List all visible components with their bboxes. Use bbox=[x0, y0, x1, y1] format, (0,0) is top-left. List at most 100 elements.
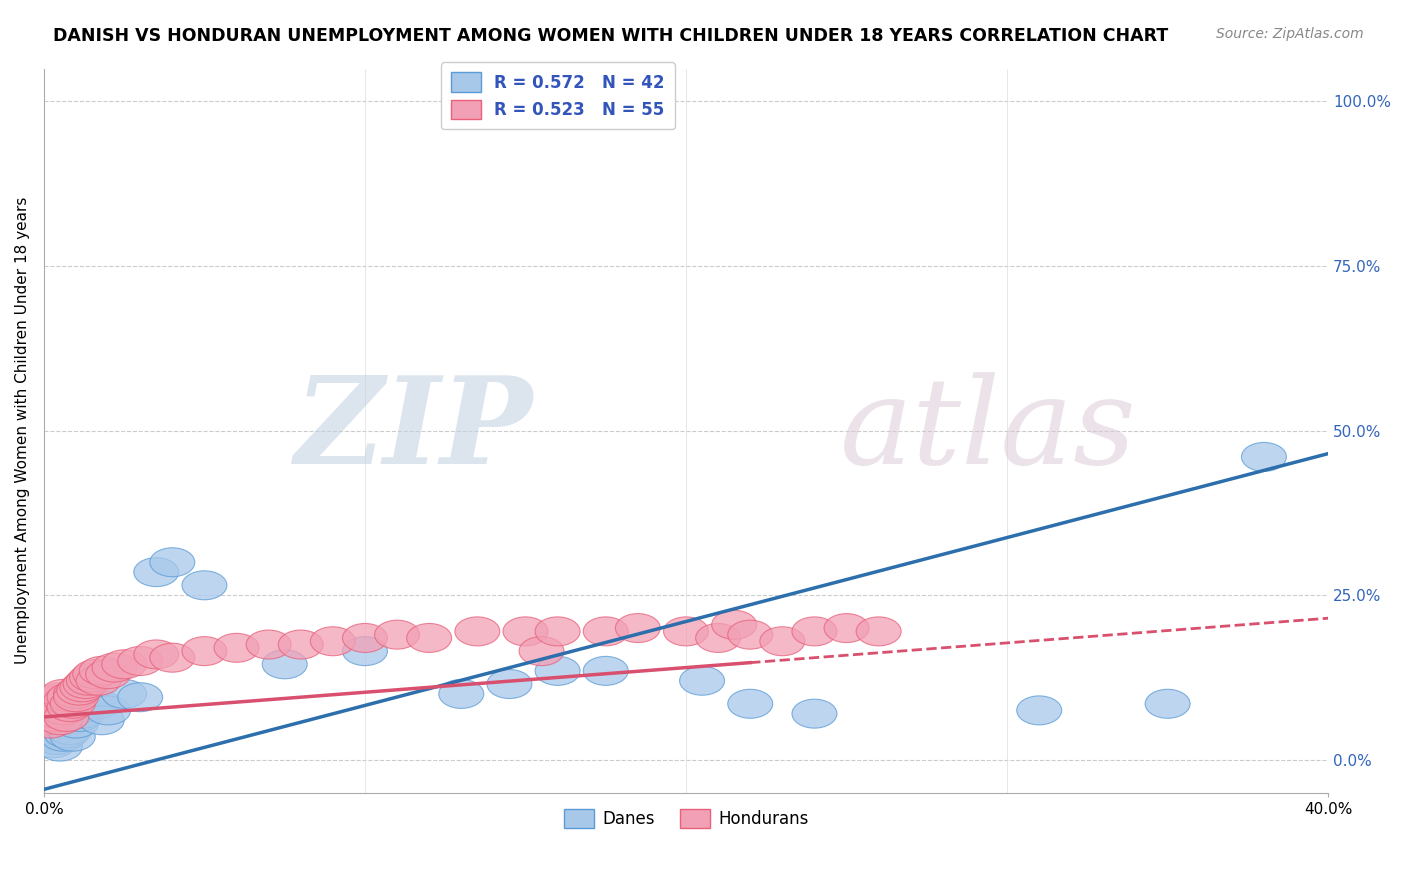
Ellipse shape bbox=[25, 696, 69, 725]
Ellipse shape bbox=[343, 624, 388, 652]
Ellipse shape bbox=[696, 624, 741, 652]
Ellipse shape bbox=[28, 692, 73, 722]
Ellipse shape bbox=[262, 649, 307, 679]
Ellipse shape bbox=[53, 682, 98, 712]
Ellipse shape bbox=[711, 610, 756, 640]
Ellipse shape bbox=[150, 643, 195, 673]
Ellipse shape bbox=[824, 614, 869, 642]
Ellipse shape bbox=[44, 703, 89, 731]
Ellipse shape bbox=[616, 614, 661, 642]
Ellipse shape bbox=[31, 703, 76, 731]
Ellipse shape bbox=[69, 663, 114, 692]
Ellipse shape bbox=[792, 699, 837, 728]
Ellipse shape bbox=[60, 699, 105, 728]
Ellipse shape bbox=[181, 637, 226, 665]
Ellipse shape bbox=[28, 709, 73, 738]
Ellipse shape bbox=[374, 620, 419, 649]
Ellipse shape bbox=[150, 548, 195, 577]
Ellipse shape bbox=[51, 690, 96, 718]
Legend: Danes, Hondurans: Danes, Hondurans bbox=[557, 803, 815, 835]
Ellipse shape bbox=[46, 682, 91, 712]
Ellipse shape bbox=[79, 706, 124, 735]
Ellipse shape bbox=[679, 666, 724, 695]
Ellipse shape bbox=[53, 709, 98, 738]
Ellipse shape bbox=[66, 666, 111, 695]
Ellipse shape bbox=[1144, 690, 1189, 718]
Ellipse shape bbox=[25, 706, 69, 735]
Ellipse shape bbox=[343, 637, 388, 665]
Ellipse shape bbox=[34, 686, 79, 715]
Ellipse shape bbox=[439, 680, 484, 708]
Ellipse shape bbox=[311, 627, 356, 656]
Ellipse shape bbox=[28, 723, 73, 751]
Text: DANISH VS HONDURAN UNEMPLOYMENT AMONG WOMEN WITH CHILDREN UNDER 18 YEARS CORRELA: DANISH VS HONDURAN UNEMPLOYMENT AMONG WO… bbox=[53, 27, 1168, 45]
Ellipse shape bbox=[101, 649, 146, 679]
Ellipse shape bbox=[41, 680, 86, 708]
Ellipse shape bbox=[38, 682, 83, 712]
Ellipse shape bbox=[46, 706, 91, 735]
Ellipse shape bbox=[31, 706, 76, 735]
Ellipse shape bbox=[118, 682, 163, 712]
Ellipse shape bbox=[44, 686, 89, 715]
Ellipse shape bbox=[34, 725, 79, 755]
Ellipse shape bbox=[31, 690, 76, 718]
Ellipse shape bbox=[41, 723, 86, 751]
Ellipse shape bbox=[46, 692, 91, 722]
Ellipse shape bbox=[134, 558, 179, 587]
Ellipse shape bbox=[28, 713, 73, 741]
Ellipse shape bbox=[536, 657, 581, 685]
Ellipse shape bbox=[583, 617, 628, 646]
Ellipse shape bbox=[856, 617, 901, 646]
Ellipse shape bbox=[76, 666, 121, 695]
Ellipse shape bbox=[118, 647, 163, 675]
Ellipse shape bbox=[46, 715, 91, 745]
Ellipse shape bbox=[56, 676, 101, 705]
Ellipse shape bbox=[1241, 442, 1286, 471]
Ellipse shape bbox=[44, 719, 89, 747]
Ellipse shape bbox=[69, 686, 114, 715]
Ellipse shape bbox=[60, 673, 105, 702]
Ellipse shape bbox=[34, 715, 79, 745]
Ellipse shape bbox=[181, 571, 226, 599]
Ellipse shape bbox=[51, 723, 96, 751]
Y-axis label: Unemployment Among Women with Children Under 18 years: Unemployment Among Women with Children U… bbox=[15, 197, 30, 665]
Ellipse shape bbox=[41, 696, 86, 725]
Text: atlas: atlas bbox=[841, 372, 1137, 490]
Ellipse shape bbox=[246, 630, 291, 659]
Ellipse shape bbox=[86, 660, 131, 689]
Ellipse shape bbox=[63, 670, 108, 698]
Ellipse shape bbox=[91, 653, 136, 682]
Ellipse shape bbox=[73, 660, 118, 689]
Ellipse shape bbox=[214, 633, 259, 663]
Ellipse shape bbox=[101, 680, 146, 708]
Ellipse shape bbox=[53, 680, 98, 708]
Ellipse shape bbox=[664, 617, 709, 646]
Ellipse shape bbox=[503, 617, 548, 646]
Text: ZIP: ZIP bbox=[294, 371, 531, 490]
Ellipse shape bbox=[34, 699, 79, 728]
Ellipse shape bbox=[406, 624, 451, 652]
Text: Source: ZipAtlas.com: Source: ZipAtlas.com bbox=[1216, 27, 1364, 41]
Ellipse shape bbox=[31, 729, 76, 758]
Ellipse shape bbox=[38, 706, 83, 735]
Ellipse shape bbox=[56, 703, 101, 731]
Ellipse shape bbox=[41, 703, 86, 731]
Ellipse shape bbox=[519, 637, 564, 665]
Ellipse shape bbox=[583, 657, 628, 685]
Ellipse shape bbox=[25, 719, 69, 747]
Ellipse shape bbox=[63, 692, 108, 722]
Ellipse shape bbox=[728, 690, 773, 718]
Ellipse shape bbox=[486, 670, 531, 698]
Ellipse shape bbox=[278, 630, 323, 659]
Ellipse shape bbox=[456, 617, 499, 646]
Ellipse shape bbox=[76, 690, 121, 718]
Ellipse shape bbox=[79, 657, 124, 685]
Ellipse shape bbox=[44, 699, 89, 728]
Ellipse shape bbox=[38, 709, 83, 738]
Ellipse shape bbox=[792, 617, 837, 646]
Ellipse shape bbox=[134, 640, 179, 669]
Ellipse shape bbox=[53, 696, 98, 725]
Ellipse shape bbox=[728, 620, 773, 649]
Ellipse shape bbox=[536, 617, 581, 646]
Ellipse shape bbox=[1017, 696, 1062, 725]
